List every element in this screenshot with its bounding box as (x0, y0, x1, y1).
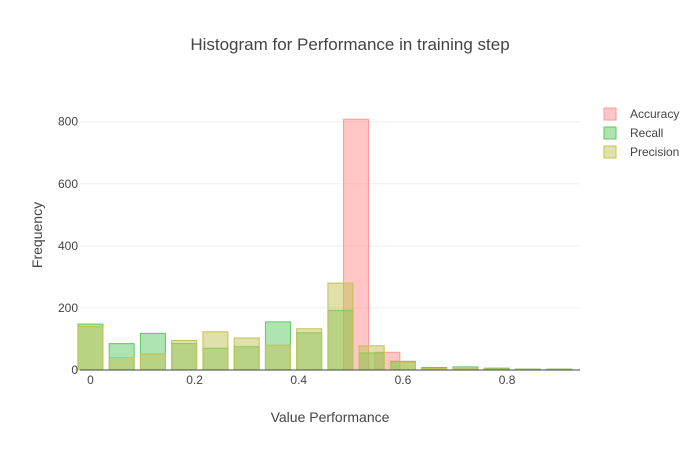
x-tick-label: 0.2 (186, 373, 203, 387)
legend-swatch-accuracy[interactable] (603, 107, 617, 121)
y-tick-label: 200 (58, 301, 78, 315)
x-tick-label: 0.6 (395, 373, 412, 387)
precision-bar (327, 282, 354, 371)
y-tick-label: 800 (58, 115, 78, 129)
legend-label-recall[interactable]: Recall (630, 126, 663, 140)
chart-title: Histogram for Performance in training st… (190, 35, 509, 54)
legend-swatch-precision[interactable] (603, 145, 617, 159)
y-tick-label: 400 (58, 239, 78, 253)
y-tick-label: 0 (71, 363, 78, 377)
x-tick-label: 0.4 (290, 373, 307, 387)
precision-bar (202, 331, 229, 371)
precision-bar (358, 345, 385, 371)
precision-bar (296, 328, 323, 371)
bars (77, 118, 573, 371)
x-axis-title: Value Performance (271, 409, 390, 425)
precision-bar (389, 361, 416, 371)
y-axis-title: Frequency (29, 202, 45, 268)
legend-swatch-recall[interactable] (603, 126, 617, 140)
x-axis-ticks: 0 0.2 0.4 0.6 0.8 (87, 373, 516, 387)
y-tick-label: 600 (58, 177, 78, 191)
x-tick-label: 0 (87, 373, 94, 387)
precision-bar (139, 353, 166, 371)
precision-bar (264, 344, 291, 371)
precision-bar (233, 337, 260, 371)
gridlines (80, 121, 580, 309)
precision-bar (77, 326, 104, 371)
precision-bar (108, 357, 135, 371)
y-axis-ticks: 0 200 400 600 800 (58, 115, 78, 377)
precision-bar (171, 340, 198, 371)
x-tick-label: 0.8 (499, 373, 516, 387)
legend: Accuracy Recall Precision (603, 107, 679, 159)
legend-label-precision[interactable]: Precision (630, 145, 679, 159)
legend-label-accuracy[interactable]: Accuracy (630, 107, 679, 121)
